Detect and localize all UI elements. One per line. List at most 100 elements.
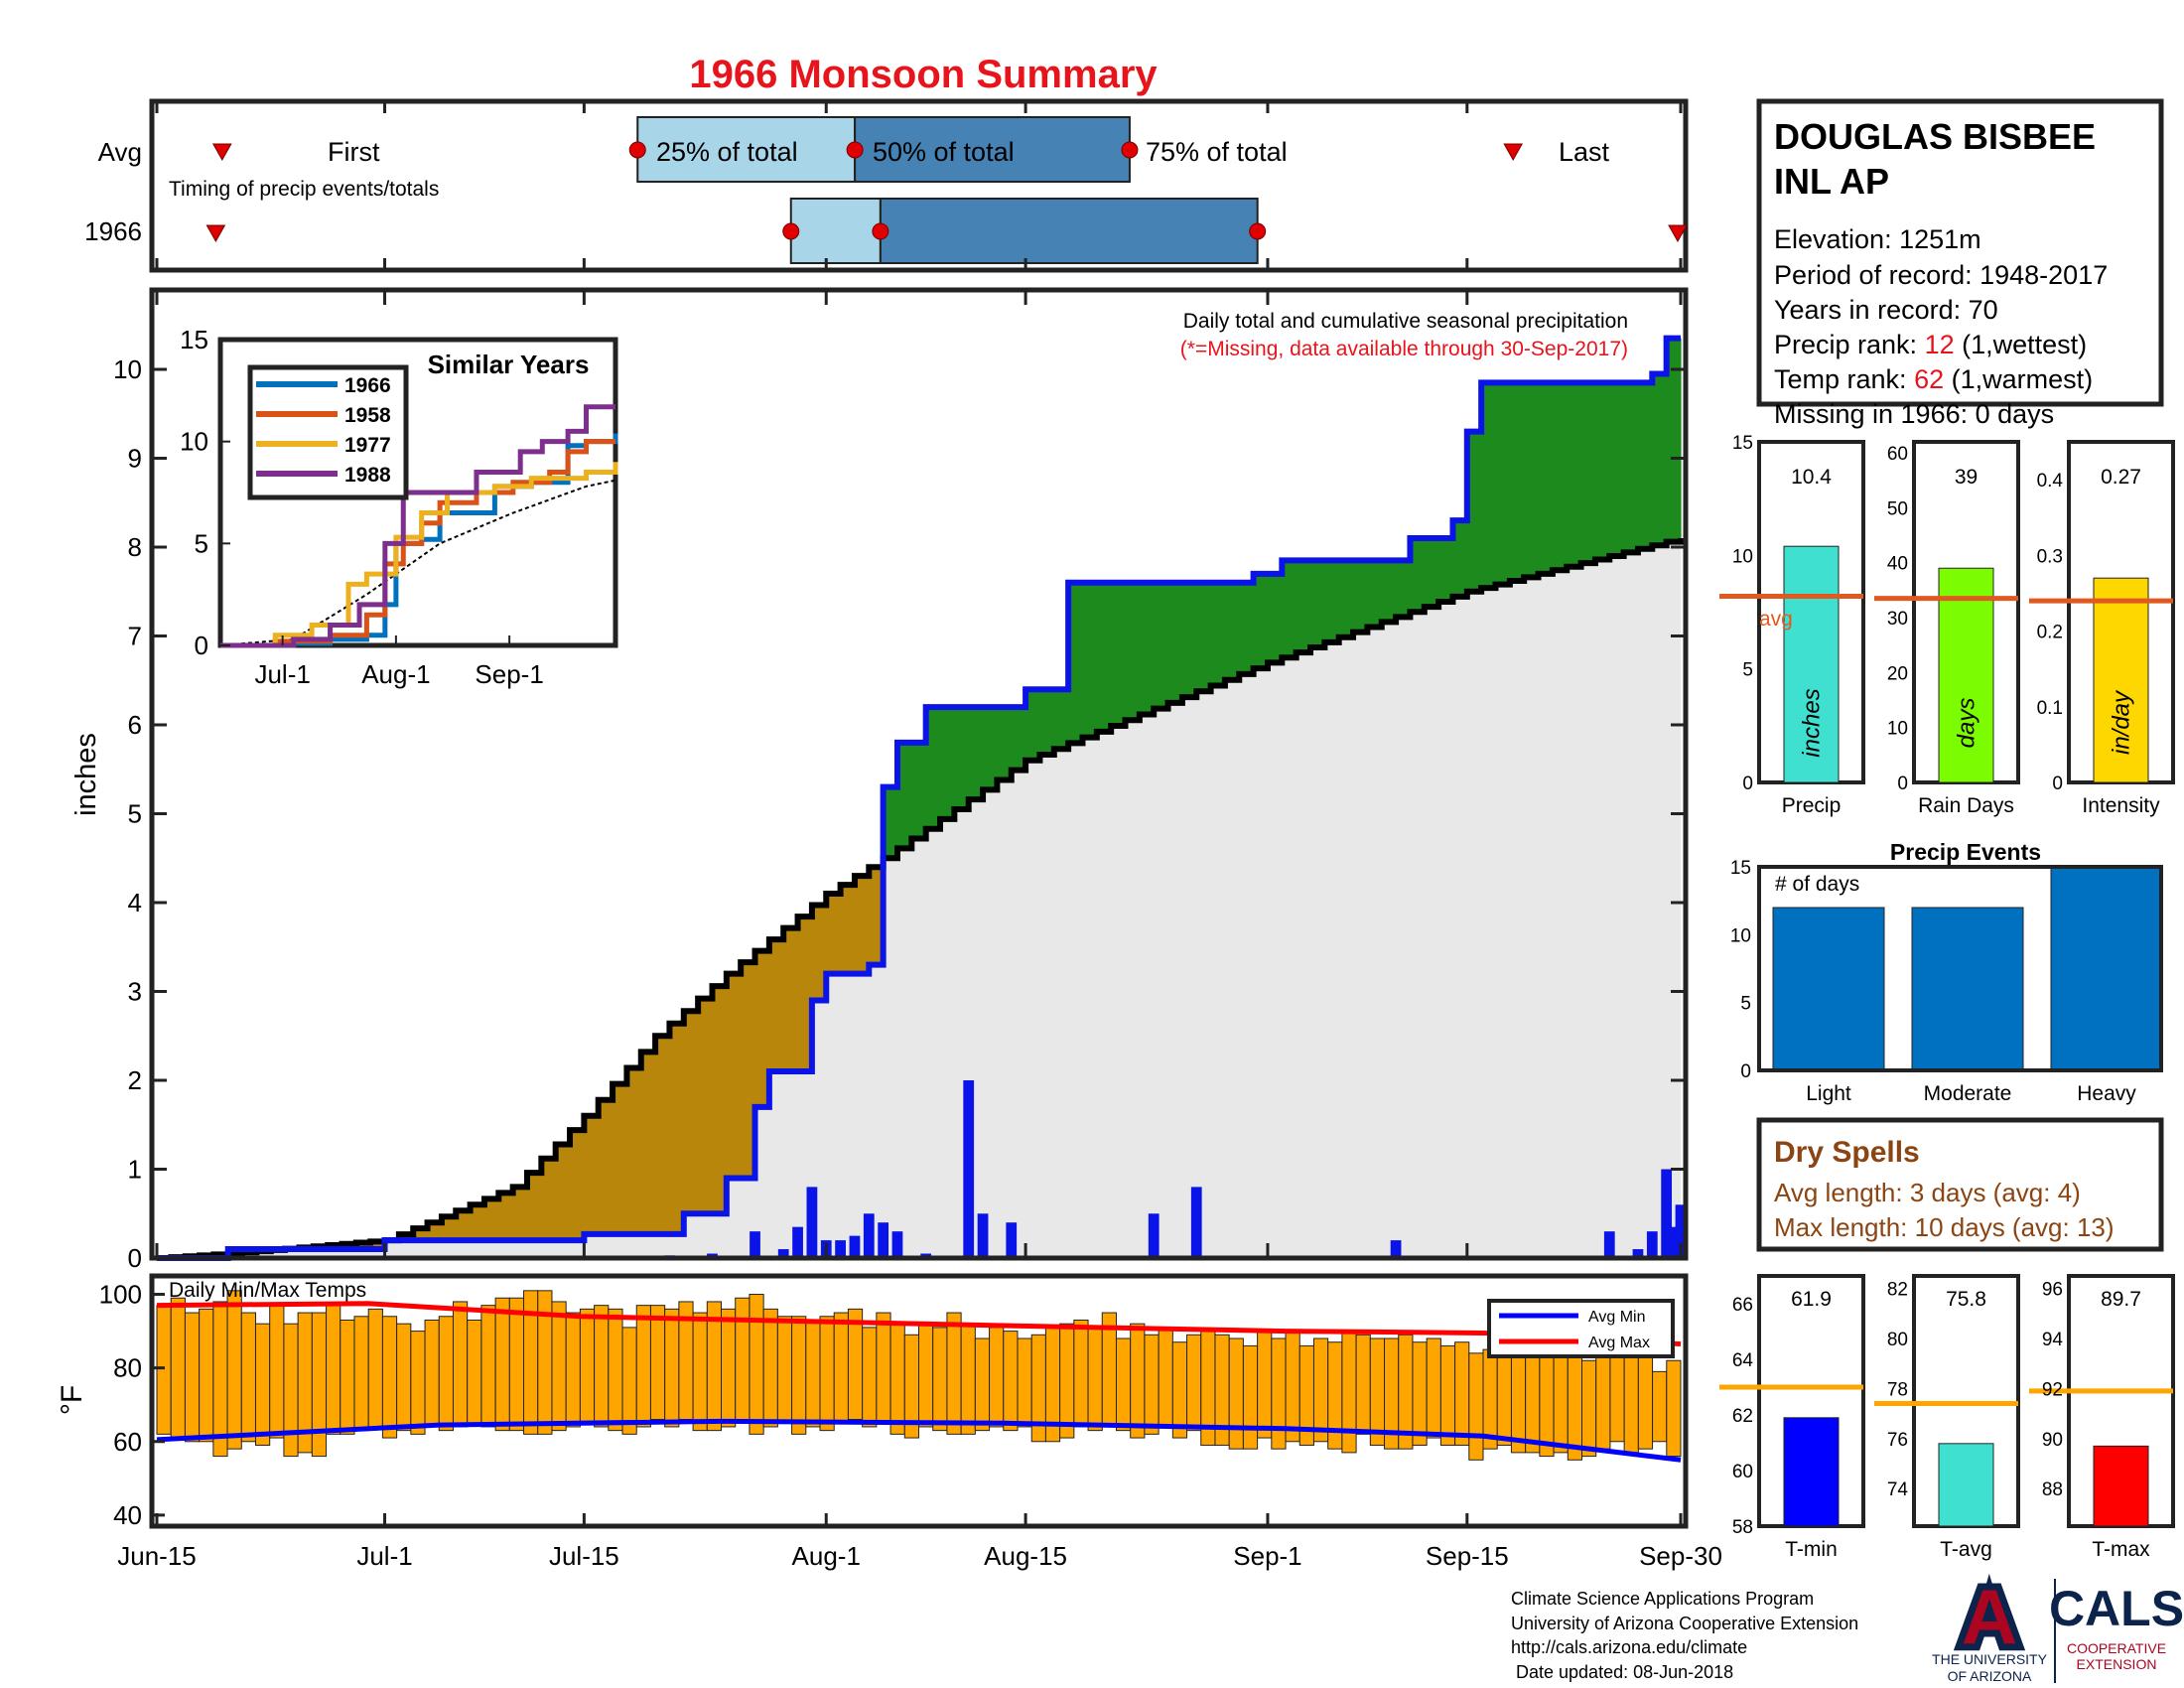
surplus-fill bbox=[1666, 338, 1682, 542]
daily-temp-bar bbox=[283, 1323, 299, 1458]
daily-precip-bar bbox=[977, 1213, 989, 1258]
daily-precip-bar bbox=[835, 1240, 846, 1258]
year-box-50-75 bbox=[879, 198, 1259, 264]
daily-precip-bar bbox=[1661, 1169, 1673, 1258]
deficit-fill bbox=[754, 950, 770, 1107]
surplus-fill bbox=[1623, 382, 1639, 553]
daily-temp-bar bbox=[565, 1312, 581, 1428]
main-note-line1: Daily total and cumulative seasonal prec… bbox=[1183, 310, 1628, 333]
deficit-fill bbox=[826, 894, 842, 974]
surplus-fill bbox=[1282, 560, 1297, 658]
daily-temp-bar bbox=[480, 1305, 496, 1428]
events-bars: Light Moderate Heavy bbox=[1772, 866, 2163, 1105]
temperature-panel: Daily Min/Max Temps Avg Min Avg Max 40 60… bbox=[56, 1273, 1722, 1571]
year-last-marker bbox=[1668, 224, 1688, 243]
daily-temp-bar bbox=[269, 1305, 285, 1439]
daily-temp-bar bbox=[1426, 1337, 1441, 1439]
deficit-fill bbox=[698, 998, 714, 1214]
events-x-label-heavy: Heavy bbox=[2077, 1082, 2136, 1105]
surplus-fill bbox=[1267, 573, 1283, 663]
surplus-fill bbox=[1139, 582, 1155, 715]
figure-title: 1966 Monsoon Summary bbox=[689, 53, 1158, 96]
daily-temp-bar bbox=[664, 1308, 680, 1428]
daily-temp-bar bbox=[960, 1323, 976, 1435]
timing-row-label-year: 1966 bbox=[84, 216, 142, 246]
year-first-marker bbox=[205, 224, 226, 243]
daily-precip-bar bbox=[1603, 1231, 1615, 1258]
avg-p50-marker bbox=[846, 141, 864, 159]
deficit-fill bbox=[541, 1158, 557, 1241]
year-box-25-50 bbox=[789, 198, 882, 264]
surplus-fill bbox=[1652, 373, 1668, 546]
observed-cumulative-line bbox=[157, 335, 1681, 1261]
daily-temp-bar bbox=[1341, 1331, 1357, 1454]
surplus-fill bbox=[1637, 382, 1653, 549]
daily-temp-bar bbox=[1312, 1337, 1329, 1443]
days-y-tick-label: 0 bbox=[1897, 774, 1908, 794]
main-y-tick-label: 9 bbox=[128, 444, 142, 474]
temp-y-tick-label: 80 bbox=[113, 1353, 142, 1383]
surplus-fill bbox=[1438, 538, 1454, 602]
tavg-y-tick-label: 74 bbox=[1887, 1479, 1909, 1500]
surplus-fill bbox=[883, 786, 898, 859]
intensity-x-label: Intensity bbox=[2082, 794, 2160, 817]
main-ylabel: inches bbox=[70, 733, 102, 816]
events-bar-light bbox=[1772, 907, 1885, 1071]
intensity-summary-bar bbox=[2093, 577, 2149, 783]
date-x-ticks: Jun-15 Jul-1 Jul-15 Aug-1 Aug-15 Sep-1 Sep-15 S… bbox=[117, 1513, 1722, 1571]
inset-ticks: 0 5 10 15 Jul-1 Aug-1 Sep-1 bbox=[180, 325, 544, 689]
tavg-y-tick-label: 78 bbox=[1887, 1379, 1908, 1400]
main-y-tick-label: 0 bbox=[128, 1243, 142, 1273]
temps-panel-label: Daily Min/Max Temps bbox=[169, 1279, 366, 1302]
days-y-tick-label: 30 bbox=[1887, 609, 1908, 630]
footer-line4: Date updated: 08-Jun-2018 bbox=[1511, 1662, 1733, 1682]
deficit-fill bbox=[869, 867, 885, 965]
temp-avg-lines bbox=[156, 1301, 1682, 1463]
deficit-fill bbox=[854, 876, 870, 974]
daily-precip-bar bbox=[792, 1226, 803, 1258]
surplus-fill bbox=[1053, 689, 1069, 750]
tmin-y-tick-label: 62 bbox=[1732, 1406, 1753, 1427]
deficit-fill bbox=[712, 986, 728, 1214]
tmin-y-tick-label: 60 bbox=[1732, 1462, 1753, 1482]
surplus-fill bbox=[954, 707, 970, 810]
tmax-x-label: T-max bbox=[2092, 1538, 2150, 1561]
daily-temp-bar bbox=[551, 1301, 567, 1432]
daily-temp-bar bbox=[410, 1331, 426, 1435]
main-note-line2: (*=Missing, data available through 30-Se… bbox=[1180, 338, 1628, 360]
deficit-fill bbox=[640, 1052, 656, 1234]
cals-line1: COOPERATIVE bbox=[2067, 1640, 2166, 1656]
station-elevation: Elevation: 1251m bbox=[1774, 224, 1981, 254]
avg-box-50-75 bbox=[854, 116, 1131, 183]
daily-temp-bar bbox=[1186, 1334, 1202, 1432]
daily-temp-bar bbox=[494, 1297, 510, 1432]
surplus-fill bbox=[1424, 538, 1439, 608]
date-x-tick-label: Sep-1 bbox=[1233, 1541, 1301, 1571]
surplus-fill bbox=[1524, 382, 1540, 578]
inset-y-tick-label: 15 bbox=[180, 325, 208, 354]
tavg-y-tick-label: 76 bbox=[1887, 1430, 1908, 1451]
surplus-fill bbox=[1310, 560, 1325, 648]
inset-x-tick-label: Jul-1 bbox=[254, 659, 310, 689]
inset-series-lines bbox=[219, 404, 618, 648]
deficit-fill bbox=[555, 1144, 571, 1241]
tmax-y-tick-label: 90 bbox=[2042, 1430, 2063, 1451]
main-precip-panel: 0 1 2 3 4 5 6 7 8 9 10 inches Daily total and cumu… bbox=[70, 287, 1689, 1273]
station-period: Period of record: 1948-2017 bbox=[1774, 260, 2108, 290]
days-summary-bar bbox=[1938, 567, 1994, 783]
daily-precip-bar bbox=[891, 1231, 903, 1258]
first-label: First bbox=[328, 137, 380, 167]
average-cumulative-line bbox=[157, 538, 1684, 1261]
date-x-tick-label: Jun-15 bbox=[117, 1541, 197, 1571]
surplus-fill bbox=[1495, 382, 1511, 585]
tmax-y-tick-label: 96 bbox=[2042, 1280, 2063, 1301]
daily-temp-bar bbox=[1271, 1337, 1287, 1450]
inset-y-tick-label: 5 bbox=[195, 528, 208, 558]
daily-temp-bar bbox=[508, 1297, 525, 1432]
deficit-fill bbox=[783, 927, 799, 1072]
surplus-fill bbox=[1167, 582, 1183, 703]
intensity-value-label: 0.27 bbox=[2101, 466, 2141, 489]
surplus-fill bbox=[1552, 382, 1568, 571]
intensity-y-tick-label: 0.1 bbox=[2037, 698, 2063, 719]
tavg-summary-bar bbox=[1938, 1443, 1994, 1527]
